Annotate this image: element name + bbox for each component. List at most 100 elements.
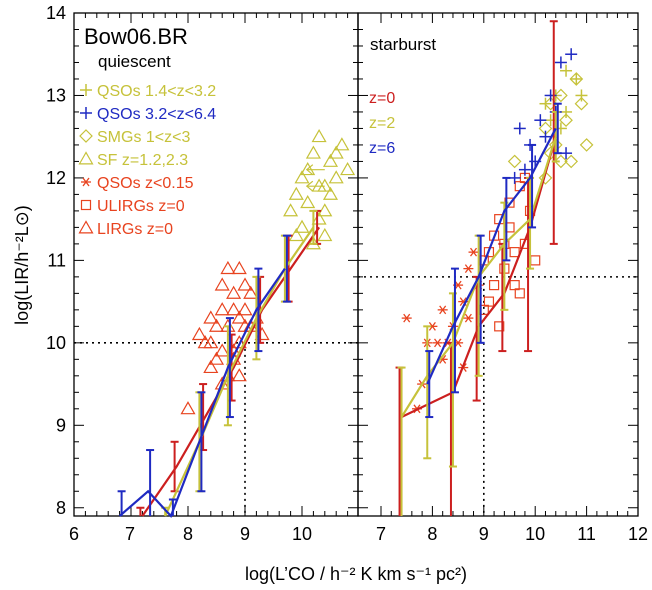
- lirg-triangle: [243, 285, 259, 299]
- qso-asterisk: [463, 313, 474, 323]
- legend-label: ULIRGs z=0: [97, 198, 185, 215]
- lirg-triangle: [226, 285, 242, 299]
- qso-asterisk: [437, 305, 448, 315]
- sf-triangle: [305, 145, 321, 159]
- ulirg-square: [494, 321, 505, 332]
- sf-triangle: [322, 153, 339, 167]
- qso-yellow-plus: [539, 97, 552, 110]
- y-axis-title: log(LIR/h⁻²L⊙): [12, 205, 32, 325]
- x-tick-labels: 6 7 8 9 10 7 8 9 10 11 12: [69, 524, 648, 544]
- qso-asterisk-c: [459, 297, 467, 306]
- smg-diamond: [538, 171, 553, 185]
- sf-triangle: [294, 219, 310, 233]
- lirg-triangle: [214, 302, 230, 316]
- qso-blue-plus: [539, 130, 552, 143]
- series-line-z=0: [401, 136, 557, 419]
- qso-blue-plus: [508, 171, 521, 184]
- legend-marker-triangle: [78, 151, 94, 165]
- x-tick-label: 7: [125, 524, 135, 544]
- sf-upper-limit-arrow-head: [305, 180, 314, 192]
- panel-frame: [357, 12, 639, 517]
- legend-label: LIRGs z=0: [97, 221, 173, 238]
- legend-label: SMGs 1<z<3: [97, 129, 190, 146]
- ulirg-square: [509, 247, 520, 258]
- y-tick-labels: 8 9 10 11 12 13 14: [46, 3, 66, 518]
- smg-diamond: [564, 154, 579, 169]
- smg-diamond: [579, 138, 594, 152]
- threshold-lines: [74, 342, 358, 516]
- series-line-z=6: [118, 267, 286, 519]
- sf-triangle: [340, 161, 356, 176]
- threshold-lines: [358, 276, 638, 516]
- lirg-triangle: [237, 302, 253, 316]
- x-tick-label: 10: [292, 524, 312, 544]
- series-line-z=6: [426, 127, 557, 385]
- qso-asterisk-c: [469, 247, 478, 257]
- qso-blue-plus: [565, 48, 578, 61]
- legend-label: QSOs 3.2<z<6.4: [97, 106, 216, 123]
- lirg-triangle: [180, 401, 196, 415]
- y-tick-label: 10: [46, 333, 66, 353]
- panel-title: Bow06.BR: [84, 24, 188, 49]
- x-tick-label: 12: [628, 524, 648, 544]
- y-tick-label: 14: [46, 3, 66, 23]
- x-tick-label: 11: [577, 524, 596, 544]
- qso-blue-plus: [518, 163, 531, 176]
- x-tick-label: 8: [183, 524, 193, 544]
- smg-diamond: [554, 154, 568, 169]
- qso-yellow-plus: [575, 89, 588, 102]
- x-tick-label: 6: [69, 524, 79, 544]
- legend-marker-asterisk-c: [82, 177, 90, 187]
- ulirg-square: [488, 280, 500, 291]
- lirg-triangle: [214, 343, 230, 357]
- sf-triangle: [300, 161, 316, 176]
- sf-triangle: [317, 178, 333, 192]
- qso-asterisk-c: [454, 280, 462, 290]
- ulirg-square: [483, 296, 495, 307]
- x-axis-title: log(L’CO / h⁻² K km s⁻¹ pc²): [245, 564, 467, 584]
- legend-label: QSOs 1.4<z<3.2: [97, 83, 216, 100]
- lirg-triangle: [203, 335, 219, 349]
- y-tick-label: 12: [46, 168, 66, 188]
- qso-blue-plus: [560, 147, 573, 160]
- model-series: [395, 20, 562, 516]
- qso-blue-plus: [554, 56, 567, 69]
- lirg-triangle: [231, 335, 247, 349]
- data-points: [180, 128, 356, 415]
- sf-upper-limit-arrow-head: [305, 164, 314, 176]
- qso-yellow-plus: [560, 105, 573, 118]
- qso-blue-plus: [534, 114, 547, 127]
- sf-triangle: [311, 211, 327, 225]
- y-tick-label: 8: [56, 498, 66, 518]
- legend-label: z=0: [369, 90, 395, 107]
- lirg-triangle: [220, 260, 236, 275]
- legend: z=0 z=2 z=6: [369, 90, 395, 157]
- sf-upper-limit-arrow: [305, 180, 325, 192]
- smg-diamond: [507, 154, 522, 169]
- qso-asterisk-c: [439, 305, 447, 315]
- legend-marker-plus: [80, 84, 92, 96]
- qso-asterisk: [468, 247, 479, 257]
- sf-triangle: [317, 203, 333, 217]
- panel-starburst: starburst z=0 z=2 z=6: [357, 12, 639, 517]
- qso-asterisk-c: [464, 313, 472, 323]
- qso-yellow-plus: [560, 64, 573, 77]
- ticks: [73, 12, 358, 516]
- qso-asterisk-c: [439, 354, 447, 364]
- legend-marker-square: [80, 199, 92, 211]
- x-tick-label: 9: [240, 524, 250, 544]
- x-tick-label: 8: [427, 524, 437, 544]
- lirg-triangle: [231, 368, 247, 382]
- sf-triangle: [300, 194, 316, 209]
- lirg-triangle: [208, 351, 225, 365]
- y-tick-label: 9: [56, 415, 66, 435]
- smg-diamond: [574, 96, 589, 111]
- sf-triangle: [328, 145, 344, 159]
- qso-blue-plus: [513, 122, 526, 135]
- sf-triangle: [334, 137, 350, 151]
- qso-asterisk-c: [454, 338, 462, 348]
- lirg-triangle: [191, 326, 207, 341]
- sf-triangle: [322, 186, 339, 200]
- panel-subtitle: quiescent: [98, 52, 171, 71]
- sf-triangle: [317, 227, 333, 242]
